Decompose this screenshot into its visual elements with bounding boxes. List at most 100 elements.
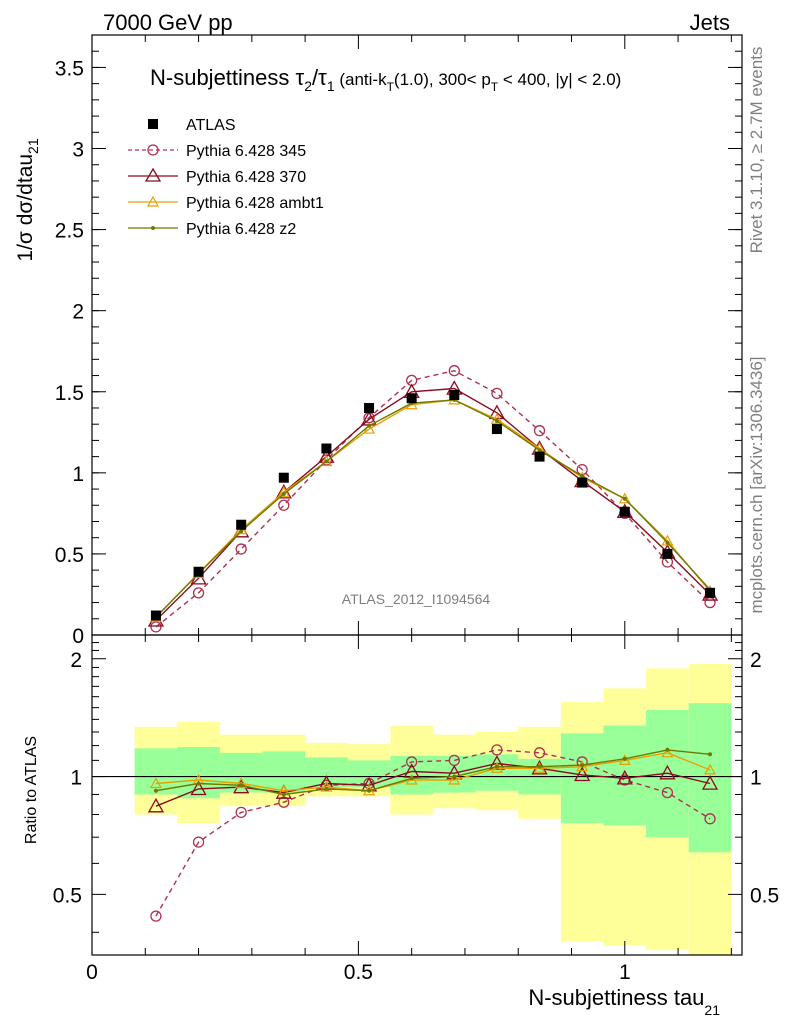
- main-y-tick-label: 3: [72, 139, 84, 162]
- main-marker-pythia-6-428-z2: [580, 474, 585, 479]
- title-cut-t1: T: [387, 80, 395, 94]
- legend-entry-370: Pythia 6.428 370: [128, 167, 306, 186]
- ratio-marker-pythia-6-428-345: [150, 910, 162, 922]
- ratio-marker-pythia-6-428-370: [659, 764, 676, 780]
- main-marker-pythia-6-428-345: [278, 499, 290, 511]
- ratio-marker-pythia-6-428-345: [235, 806, 247, 819]
- ratio-marker-pythia-6-428-370: [616, 769, 633, 785]
- main-line-pythia-6-428-345: [155, 369, 711, 628]
- ratio-marker-pythia-6-428-ambt1: [448, 773, 461, 785]
- stat-band: [560, 733, 604, 824]
- ratio-series-lines: [147, 744, 719, 922]
- main-line-pythia-6-428-370: [155, 387, 711, 621]
- ratio-y-tick-label-right: 0.5: [750, 884, 779, 907]
- legend-entry-345: Pythia 6.428 345: [128, 143, 306, 160]
- ratio-marker-pythia-6-428-ambt1: [235, 777, 248, 789]
- stat-band: [134, 748, 178, 795]
- legend: ATLAS Pythia 6.428 345 Pythia 6.428 370 …: [128, 117, 324, 238]
- main-marker-pythia-6-428-z2: [665, 540, 670, 545]
- main-y-tick-label: 2.5: [55, 220, 84, 243]
- ratio-marker-pythia-6-428-345: [491, 744, 503, 756]
- ratio-marker-pythia-6-428-ambt1: [704, 763, 717, 775]
- legend-marker-345: [147, 144, 159, 156]
- x-axis-label-text: N-subjettiness tau: [528, 985, 704, 1010]
- ratio-marker-pythia-6-428-370: [446, 764, 463, 780]
- ratio-marker-pythia-6-428-z2: [281, 792, 286, 797]
- main-y-tick-label: 1.5: [55, 382, 84, 405]
- ratio-marker-pythia-6-428-z2: [665, 747, 670, 752]
- atlas-data-point: [662, 548, 673, 559]
- main-y-tick-label: 2: [72, 301, 84, 324]
- atlas-data-point: [705, 587, 716, 598]
- ratio-marker-pythia-6-428-370: [147, 797, 165, 813]
- legend-label-ambt1: Pythia 6.428 ambt1: [186, 195, 324, 212]
- atlas-data-point: [278, 472, 289, 483]
- ratio-marker-pythia-6-428-z2: [537, 764, 542, 769]
- main-data-points: [150, 390, 716, 621]
- main-marker-pythia-6-428-ambt1: [618, 492, 631, 504]
- atlas-data-point: [364, 402, 375, 413]
- analysis-watermark: ATLAS_2012_I1094564: [342, 591, 491, 607]
- main-marker-pythia-6-428-z2: [281, 491, 286, 496]
- ratio-marker-pythia-6-428-z2: [153, 788, 158, 793]
- ratio-marker-pythia-6-428-ambt1: [533, 762, 546, 773]
- atlas-data-point: [449, 390, 460, 400]
- atlas-data-point: [577, 477, 588, 488]
- ratio-marker-pythia-6-428-z2: [196, 781, 201, 786]
- ratio-y-tick-label: 0.5: [53, 884, 82, 907]
- main-axis-ticks: 0 0.5 1 1.5 2 2.5 3 3.5: [55, 34, 742, 648]
- title-slash: /τ: [312, 65, 327, 90]
- rivet-label: Rivet 3.1.10, ≥ 2.7M events: [747, 47, 766, 254]
- legend-label-atlas: ATLAS: [186, 117, 236, 134]
- main-y-tick-label: 1: [72, 463, 84, 486]
- legend-marker-z2: [151, 226, 155, 230]
- ratio-marker-pythia-6-428-z2: [622, 756, 627, 761]
- ratio-line-pythia-6-428-345: [155, 749, 711, 917]
- ratio-marker-pythia-6-428-ambt1: [149, 777, 162, 789]
- ratio-marker-pythia-6-428-z2: [409, 776, 414, 781]
- title-sub-1: 1: [327, 78, 335, 94]
- main-panel: 00.511.522.533.5 N-subjettiness τ2/τ1 (a…: [14, 34, 743, 648]
- ratio-y-tick-label-right: 2: [750, 649, 762, 672]
- main-marker-pythia-6-428-ambt1: [320, 455, 333, 467]
- main-marker-pythia-6-428-z2: [239, 529, 244, 534]
- atlas-data-point: [193, 566, 204, 577]
- chart-title: N-subjettiness τ2/τ1 (anti-kT(1.0), 300<…: [150, 65, 621, 94]
- main-marker-pythia-6-428-ambt1: [490, 413, 503, 424]
- header-left: 7000 GeV pp: [103, 10, 233, 35]
- atlas-data-point: [321, 443, 332, 454]
- ratio-y-tick-label-right: 1: [750, 767, 762, 790]
- ratio-marker-pythia-6-428-345: [661, 786, 674, 799]
- main-marker-pythia-6-428-345: [704, 596, 716, 609]
- main-line-pythia-6-428-z2: [155, 399, 711, 618]
- main-marker-pythia-6-428-z2: [367, 423, 372, 428]
- main-y-tick-label: 0: [72, 625, 84, 648]
- legend-marker-370: [144, 167, 162, 182]
- ratio-frame: [91, 634, 743, 956]
- main-marker-pythia-6-428-z2: [494, 418, 499, 423]
- ratio-marker-pythia-6-428-z2: [367, 788, 372, 793]
- main-marker-pythia-6-428-345: [235, 543, 247, 555]
- main-marker-pythia-6-428-370: [488, 404, 506, 420]
- main-marker-pythia-6-428-345: [192, 587, 205, 599]
- ratio-marker-pythia-6-428-345: [278, 796, 290, 808]
- ratio-line-pythia-6-428-z2: [155, 749, 711, 796]
- ratio-marker-pythia-6-428-z2: [239, 783, 244, 788]
- atlas-data-point: [150, 610, 161, 621]
- ratio-y-tick-label: 2: [70, 649, 82, 672]
- atlas-data-point: [236, 519, 247, 530]
- ratio-panel: 0.5 0.5 1 1 2 2 0 0.5 1 Ratio to ATLAS N-subjett…: [23, 634, 779, 1018]
- legend-entry-ambt1: Pythia 6.428 ambt1: [128, 195, 324, 212]
- main-marker-pythia-6-428-z2: [537, 448, 542, 453]
- ratio-y-tick-label: 1: [70, 767, 82, 790]
- stat-band: [347, 760, 391, 788]
- ratio-uncertainty-bands: [92, 663, 742, 955]
- legend-marker-atlas: [148, 119, 158, 129]
- main-y-label-sub: 21: [25, 138, 41, 154]
- ratio-line-pythia-6-428-370: [155, 762, 711, 807]
- ratio-marker-pythia-6-428-z2: [708, 752, 713, 757]
- main-y-label-text: 1/σ dσ/dtau: [14, 154, 37, 262]
- mcplots-label: mcplots.cern.ch [arXiv:1306.3436]: [747, 356, 766, 613]
- ratio-marker-pythia-6-428-ambt1: [320, 780, 333, 792]
